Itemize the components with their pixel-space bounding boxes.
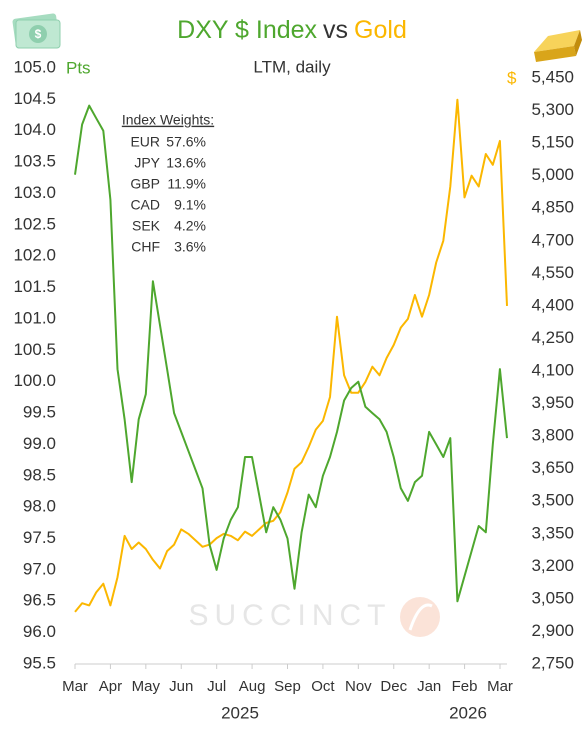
x-tick-label: May	[132, 678, 161, 695]
chart-subtitle: LTM, daily	[253, 57, 331, 76]
y2-tick-label: 2,750	[531, 653, 574, 672]
y-tick-label: 99.0	[23, 434, 56, 453]
weight-value: 9.1%	[174, 197, 206, 213]
y2-tick-label: 4,700	[531, 230, 574, 249]
x-tick-label: Nov	[345, 678, 372, 695]
x-tick-label: Oct	[311, 678, 335, 695]
weight-value: 11.9%	[167, 176, 206, 192]
y2-tick-label: 4,250	[531, 328, 574, 347]
y-tick-label: 104.0	[13, 120, 56, 139]
weights-title: Index Weights:	[122, 112, 214, 128]
weight-value: 3.6%	[174, 239, 206, 255]
title-vs: vs	[323, 16, 348, 44]
y2-tick-label: 5,150	[531, 133, 574, 152]
chart-title: DXY $ Index vs Gold	[177, 16, 407, 44]
y-tick-label: 100.0	[13, 371, 56, 390]
weight-value: 4.2%	[174, 218, 206, 234]
watermark-logo	[400, 597, 440, 637]
y2-tick-label: 3,350	[531, 523, 574, 542]
series-line	[74, 104, 508, 603]
weight-currency: SEK	[132, 218, 161, 234]
y-tick-label: 96.0	[23, 622, 56, 641]
y-tick-label: 97.0	[23, 559, 56, 578]
title-gold: Gold	[354, 16, 407, 44]
x-tick-label: Feb	[452, 678, 478, 695]
y-tick-label: 102.0	[13, 246, 56, 265]
weight-value: 13.6%	[166, 155, 206, 171]
y-tick-label: 103.5	[13, 152, 56, 171]
x-tick-label: Jul	[207, 678, 226, 695]
y2-tick-label: 4,850	[531, 198, 574, 217]
year-label: 2026	[449, 703, 487, 722]
y-tick-label: 104.5	[13, 89, 56, 108]
y2-tick-label: 2,900	[531, 621, 574, 640]
y2-tick-label: 3,950	[531, 393, 574, 412]
gold-bar-icon	[534, 30, 582, 62]
weight-currency: EUR	[130, 134, 160, 150]
y-tick-label: 99.5	[23, 403, 56, 422]
series-line	[74, 98, 508, 613]
y2-axis-label: $	[507, 68, 517, 87]
weight-currency: CHF	[131, 239, 160, 255]
x-tick-label: Jun	[169, 678, 193, 695]
y-tick-label: 102.5	[13, 214, 56, 233]
y-axis-label: Pts	[66, 58, 91, 77]
x-tick-label: Mar	[62, 678, 88, 695]
y-tick-label: 98.0	[23, 497, 56, 516]
y-tick-label: 103.0	[13, 183, 56, 202]
y-tick-label: 98.5	[23, 465, 56, 484]
y2-tick-label: 3,800	[531, 426, 574, 445]
x-tick-label: Jan	[417, 678, 441, 695]
year-label: 2025	[221, 703, 259, 722]
y2-tick-label: 5,000	[531, 165, 574, 184]
y-tick-label: 97.5	[23, 528, 56, 547]
y-tick-label: 101.5	[13, 277, 56, 296]
y-tick-label: 101.0	[13, 308, 56, 327]
x-tick-label: Apr	[99, 678, 122, 695]
weight-currency: JPY	[134, 155, 160, 171]
y2-tick-label: 5,450	[531, 67, 574, 86]
weight-value: 57.6%	[166, 134, 206, 150]
y2-tick-label: 4,400	[531, 295, 574, 314]
svg-text:$: $	[35, 27, 42, 41]
y2-tick-label: 3,200	[531, 556, 574, 575]
x-tick-label: Sep	[274, 678, 301, 695]
y-tick-label: 96.5	[23, 591, 56, 610]
x-tick-label: Mar	[487, 678, 513, 695]
y-tick-label: 100.5	[13, 340, 56, 359]
x-tick-label: Aug	[239, 678, 266, 695]
watermark: SUCCINCT	[189, 599, 392, 632]
y2-tick-label: 4,550	[531, 263, 574, 282]
title-dxy: DXY $ Index	[177, 16, 317, 44]
weight-currency: GBP	[130, 176, 160, 192]
money-icon: $	[12, 13, 61, 49]
y2-tick-label: 3,050	[531, 588, 574, 607]
x-tick-label: Dec	[380, 678, 407, 695]
y2-tick-label: 5,300	[531, 100, 574, 119]
y-tick-label: 105.0	[13, 57, 56, 76]
y2-tick-label: 4,100	[531, 360, 574, 379]
y-tick-label: 95.5	[23, 653, 56, 672]
weight-currency: CAD	[130, 197, 160, 213]
y2-tick-label: 3,500	[531, 491, 574, 510]
y2-tick-label: 3,650	[531, 458, 574, 477]
